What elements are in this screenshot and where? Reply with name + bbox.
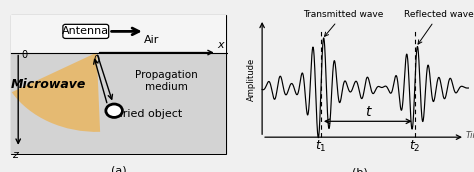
FancyBboxPatch shape <box>63 24 109 39</box>
Text: z: z <box>12 150 18 160</box>
FancyBboxPatch shape <box>10 53 227 154</box>
Text: 0: 0 <box>94 55 100 65</box>
Text: $t_2$: $t_2$ <box>409 138 420 154</box>
Text: Air: Air <box>144 35 159 45</box>
Text: Time: Time <box>466 131 474 140</box>
Text: Amplitude: Amplitude <box>247 57 255 101</box>
Text: Antenna: Antenna <box>62 26 109 36</box>
FancyBboxPatch shape <box>10 15 227 53</box>
Text: Microwave: Microwave <box>11 78 86 91</box>
Text: Transmitted wave: Transmitted wave <box>302 10 383 36</box>
Text: t: t <box>365 105 371 120</box>
Circle shape <box>106 104 122 117</box>
Text: (a): (a) <box>111 165 126 172</box>
Wedge shape <box>12 53 100 132</box>
Text: 0: 0 <box>21 50 27 60</box>
Text: Propagation
medium: Propagation medium <box>135 70 198 92</box>
Text: x: x <box>218 40 224 50</box>
Text: $t_1$: $t_1$ <box>315 138 327 154</box>
Text: (b): (b) <box>352 167 368 172</box>
Text: Reflected wave: Reflected wave <box>404 10 474 44</box>
Text: Buried object: Buried object <box>108 109 182 119</box>
